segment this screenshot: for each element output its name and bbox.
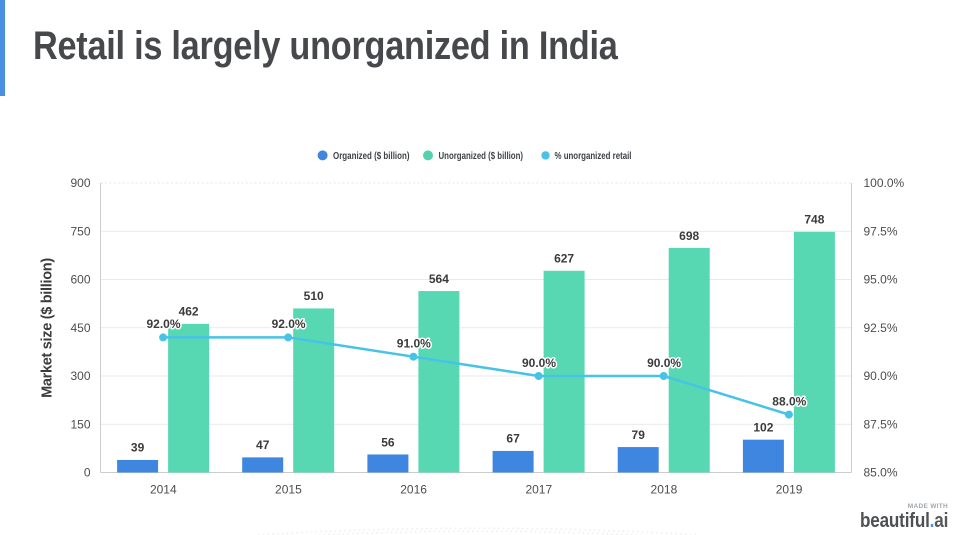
svg-text:0: 0 xyxy=(84,466,91,480)
svg-text:2014: 2014 xyxy=(150,483,177,497)
svg-text:92.0%: 92.0% xyxy=(272,317,306,331)
svg-text:90.0%: 90.0% xyxy=(522,356,556,370)
svg-text:102: 102 xyxy=(753,421,773,435)
svg-text:100.0%: 100.0% xyxy=(864,176,905,190)
svg-text:97.5%: 97.5% xyxy=(864,224,898,238)
svg-text:750: 750 xyxy=(70,224,90,238)
svg-text:564: 564 xyxy=(429,272,449,286)
svg-text:900: 900 xyxy=(70,176,90,190)
svg-text:90.0%: 90.0% xyxy=(647,356,681,370)
svg-text:90.0%: 90.0% xyxy=(864,369,898,383)
svg-text:85.0%: 85.0% xyxy=(864,466,898,480)
svg-text:92.5%: 92.5% xyxy=(864,321,898,335)
svg-text:2019: 2019 xyxy=(776,483,803,497)
svg-text:92.0%: 92.0% xyxy=(146,317,180,331)
svg-text:462: 462 xyxy=(179,305,199,319)
svg-text:2018: 2018 xyxy=(651,483,678,497)
svg-text:698: 698 xyxy=(679,229,699,243)
svg-text:600: 600 xyxy=(70,273,90,287)
svg-text:2016: 2016 xyxy=(400,483,427,497)
svg-text:2015: 2015 xyxy=(275,483,302,497)
svg-text:Market size ($ billion): Market size ($ billion) xyxy=(40,258,56,398)
svg-text:Unorganized ($ billion): Unorganized ($ billion) xyxy=(439,150,524,162)
svg-text:748: 748 xyxy=(804,213,824,227)
svg-text:510: 510 xyxy=(304,289,324,303)
svg-text:450: 450 xyxy=(70,321,90,335)
svg-text:79: 79 xyxy=(632,428,646,442)
svg-text:% unorganized retail: % unorganized retail xyxy=(555,150,632,162)
svg-text:627: 627 xyxy=(554,252,574,266)
svg-text:Organized ($ billion): Organized ($ billion) xyxy=(333,150,410,162)
svg-text:56: 56 xyxy=(381,435,395,449)
svg-text:150: 150 xyxy=(70,417,90,431)
svg-text:47: 47 xyxy=(256,438,270,452)
svg-text:87.5%: 87.5% xyxy=(864,417,898,431)
svg-text:67: 67 xyxy=(506,432,520,446)
svg-text:300: 300 xyxy=(70,369,90,383)
svg-text:2017: 2017 xyxy=(525,483,552,497)
svg-text:88.0%: 88.0% xyxy=(772,394,806,408)
svg-text:91.0%: 91.0% xyxy=(397,337,431,351)
svg-text:95.0%: 95.0% xyxy=(864,273,898,287)
svg-text:39: 39 xyxy=(131,441,145,455)
